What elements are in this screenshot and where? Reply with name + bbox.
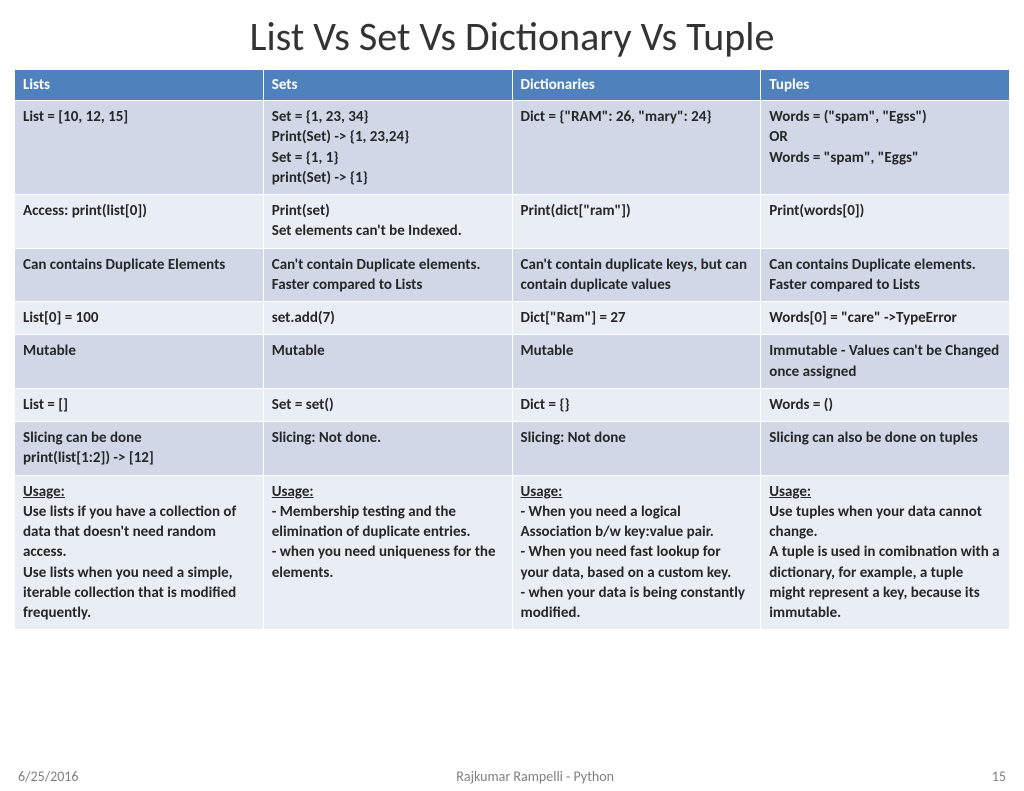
cell-sets: Slicing: Not done.: [263, 422, 512, 476]
slide-footer: 6/25/2016 15 Rajkumar Rampelli - Python: [0, 768, 1024, 785]
footer-author: Rajkumar Rampelli - Python: [18, 768, 1006, 785]
cell-sets: Usage: - Membership testing and the elim…: [263, 475, 512, 630]
usage-text: Use lists if you have a collection of da…: [23, 503, 236, 622]
cell-tuples: Slicing can also be done on tuples: [761, 422, 1010, 476]
cell-dicts: Dict["Ram"] = 27: [512, 302, 761, 335]
cell-tuples: Words = ("spam", "Egss")ORWords = "spam"…: [761, 101, 1010, 195]
cell-dicts: Mutable: [512, 335, 761, 389]
table-header-row: Lists Sets Dictionaries Tuples: [15, 70, 1010, 101]
cell-dicts: Slicing: Not done: [512, 422, 761, 476]
cell-lists: Mutable: [15, 335, 264, 389]
cell-lists: Can contains Duplicate Elements: [15, 248, 264, 302]
cell-tuples: Print(words[0]): [761, 195, 1010, 249]
cell-dicts: Can't contain duplicate keys, but can co…: [512, 248, 761, 302]
table-row: Slicing can be doneprint(list[1:2]) -> […: [15, 422, 1010, 476]
cell-tuples: Immutable - Values can't be Changed once…: [761, 335, 1010, 389]
cell-sets: Set = {1, 23, 34}Print(Set) -> {1, 23,24…: [263, 101, 512, 195]
cell-dicts: Dict = {"RAM": 26, "mary": 24}: [512, 101, 761, 195]
usage-text: Use tuples when your data cannot change.…: [769, 503, 999, 622]
usage-text: - When you need a logical Association b/…: [521, 503, 746, 622]
cell-lists: Slicing can be doneprint(list[1:2]) -> […: [15, 422, 264, 476]
cell-sets: Mutable: [263, 335, 512, 389]
footer-page-number: 15: [992, 768, 1006, 785]
cell-lists: List = [10, 12, 15]: [15, 101, 264, 195]
usage-label: Usage:: [272, 483, 314, 501]
table-row: Can contains Duplicate Elements Can't co…: [15, 248, 1010, 302]
cell-lists: List = []: [15, 388, 264, 421]
cell-sets: Print(set)Set elements can't be Indexed.: [263, 195, 512, 249]
cell-sets: set.add(7): [263, 302, 512, 335]
cell-lists: List[0] = 100: [15, 302, 264, 335]
usage-label: Usage:: [23, 483, 65, 501]
footer-date: 6/25/2016: [18, 768, 78, 785]
col-header-dictionaries: Dictionaries: [512, 70, 761, 101]
cell-tuples: Usage: Use tuples when your data cannot …: [761, 475, 1010, 630]
usage-label: Usage:: [769, 483, 811, 501]
cell-dicts: Print(dict["ram"]): [512, 195, 761, 249]
usage-text: - Membership testing and the elimination…: [272, 503, 496, 582]
table-row: List[0] = 100 set.add(7) Dict["Ram"] = 2…: [15, 302, 1010, 335]
cell-lists: Usage: Use lists if you have a collectio…: [15, 475, 264, 630]
cell-tuples: Can contains Duplicate elements. Faster …: [761, 248, 1010, 302]
cell-sets: Set = set(): [263, 388, 512, 421]
comparison-table-wrap: Lists Sets Dictionaries Tuples List = [1…: [0, 69, 1024, 630]
cell-lists: Access: print(list[0]): [15, 195, 264, 249]
cell-tuples: Words[0] = "care" ->TypeError: [761, 302, 1010, 335]
cell-dicts: Dict = {}: [512, 388, 761, 421]
table-row: List = [] Set = set() Dict = {} Words = …: [15, 388, 1010, 421]
comparison-table: Lists Sets Dictionaries Tuples List = [1…: [14, 69, 1010, 630]
col-header-lists: Lists: [15, 70, 264, 101]
table-row: Usage: Use lists if you have a collectio…: [15, 475, 1010, 630]
col-header-tuples: Tuples: [761, 70, 1010, 101]
usage-label: Usage:: [521, 483, 563, 501]
cell-tuples: Words = (): [761, 388, 1010, 421]
table-row: Mutable Mutable Mutable Immutable - Valu…: [15, 335, 1010, 389]
table-row: Access: print(list[0]) Print(set)Set ele…: [15, 195, 1010, 249]
page-title: List Vs Set Vs Dictionary Vs Tuple: [0, 0, 1024, 69]
cell-dicts: Usage: - When you need a logical Associa…: [512, 475, 761, 630]
cell-sets: Can't contain Duplicate elements. Faster…: [263, 248, 512, 302]
col-header-sets: Sets: [263, 70, 512, 101]
table-row: List = [10, 12, 15] Set = {1, 23, 34}Pri…: [15, 101, 1010, 195]
